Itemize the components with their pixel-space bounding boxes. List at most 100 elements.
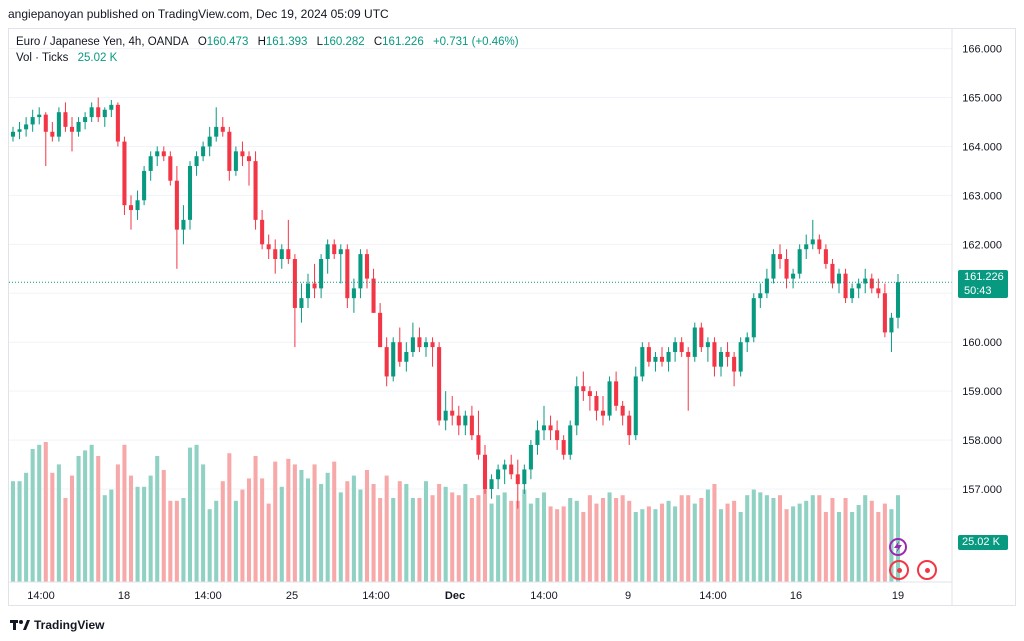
candle-body: [148, 156, 153, 171]
candle-body: [371, 278, 376, 313]
legend-symbol[interactable]: Euro / Japanese Yen, 4h, OANDA: [16, 36, 189, 48]
candle-body: [30, 117, 35, 125]
volume-bar: [856, 505, 861, 582]
lightning-icon[interactable]: [889, 538, 907, 556]
volume-bar: [640, 509, 645, 582]
candle-body: [240, 151, 245, 157]
candle-body: [233, 151, 238, 171]
volume-bar: [404, 484, 409, 582]
candle-body: [679, 342, 684, 352]
volume-bar: [528, 503, 533, 582]
candle-body: [594, 396, 599, 411]
candle-body: [266, 244, 271, 250]
volume-bar: [489, 503, 494, 582]
volume-bar: [30, 449, 35, 582]
candle-body: [43, 114, 48, 132]
volume-bar: [515, 500, 520, 582]
candle-body: [174, 180, 179, 230]
legend-change: +0.731 (+0.46%): [432, 36, 519, 48]
volume-bar: [430, 495, 435, 582]
candle-body: [895, 282, 901, 318]
candle-body: [673, 342, 678, 352]
volume-bar: [882, 503, 887, 582]
volume-bar: [37, 444, 42, 582]
volume-bar: [705, 489, 710, 582]
legend-close-label: C: [373, 36, 383, 48]
volume-bar: [450, 492, 455, 582]
volume-bar: [712, 484, 717, 582]
volume-bar: [181, 498, 186, 582]
x-tick-label: 14:00: [27, 590, 55, 602]
volume-bar: [319, 484, 324, 582]
volume-bar: [620, 495, 625, 582]
candle-body: [76, 121, 81, 132]
candle-body: [574, 386, 579, 426]
volume-bar: [699, 498, 704, 582]
target-icon-2[interactable]: [917, 560, 937, 580]
volume-bar: [496, 495, 501, 582]
volume-bar: [843, 498, 848, 582]
x-tick-label: 16: [790, 590, 802, 602]
legend-vol-label[interactable]: Vol · Ticks: [16, 52, 69, 64]
volume-bar: [371, 484, 376, 582]
volume-bar: [600, 498, 606, 582]
candle-body: [279, 249, 284, 260]
volume-bar: [279, 486, 284, 582]
candle-body: [437, 347, 442, 421]
last-volume-tag: 25.02 K: [958, 535, 1008, 550]
candle-body: [863, 278, 868, 284]
volume-bar: [784, 509, 789, 582]
y-tick-label: 158.000: [962, 435, 1002, 447]
volume-bar: [253, 456, 258, 582]
tradingview-brand[interactable]: TradingView: [34, 618, 105, 632]
volume-bar: [417, 498, 422, 582]
candle-body: [253, 161, 258, 220]
candle-body: [614, 381, 619, 406]
volume-bar: [214, 500, 219, 582]
chart-frame[interactable]: [8, 28, 1016, 606]
candle-body: [712, 342, 717, 367]
volume-bar: [43, 442, 48, 582]
volume-bar: [273, 461, 278, 582]
volume-bar: [797, 503, 802, 582]
candle-body: [260, 219, 265, 245]
candle-body: [502, 464, 507, 470]
volume-bar: [135, 486, 140, 582]
candle-body: [777, 254, 783, 260]
candle-body: [351, 288, 356, 299]
candle-body: [548, 425, 553, 431]
candle-body: [535, 430, 540, 445]
target-icon[interactable]: [889, 560, 909, 580]
legend-open-label: O: [197, 36, 207, 48]
volume-bar: [876, 512, 881, 582]
candle-body: [541, 425, 547, 431]
volume-bar: [56, 464, 61, 582]
volume-bar: [187, 447, 193, 582]
volume-bar: [96, 456, 101, 582]
y-tick-label: 159.000: [962, 386, 1002, 398]
legend-close: 161.226: [382, 36, 424, 48]
chart-canvas[interactable]: 166.000165.000164.000163.000162.000161.0…: [0, 0, 1024, 610]
y-tick-label: 163.000: [962, 190, 1002, 202]
volume-bar: [83, 450, 88, 582]
volume-bar: [358, 489, 363, 582]
candle-body: [161, 151, 166, 157]
candle-body: [417, 337, 422, 348]
volume-bar: [666, 500, 671, 582]
candle-body: [299, 298, 304, 308]
volume-bar: [771, 498, 776, 582]
candle-body: [869, 278, 874, 289]
candle-body: [391, 342, 396, 377]
tradingview-logo-icon[interactable]: [10, 618, 30, 632]
x-tick-label: 18: [118, 590, 130, 602]
candle-body: [489, 479, 494, 490]
y-tick-label: 166.000: [962, 44, 1002, 56]
candle-body: [738, 342, 743, 372]
candle-body: [843, 273, 848, 299]
candle-body: [699, 327, 704, 348]
candle-body: [305, 283, 311, 299]
candle-body: [102, 109, 107, 118]
volume-bar: [286, 458, 291, 582]
volume-bar: [745, 495, 750, 582]
top-bar: angiepanoyan published on TradingView.co…: [0, 0, 1024, 28]
